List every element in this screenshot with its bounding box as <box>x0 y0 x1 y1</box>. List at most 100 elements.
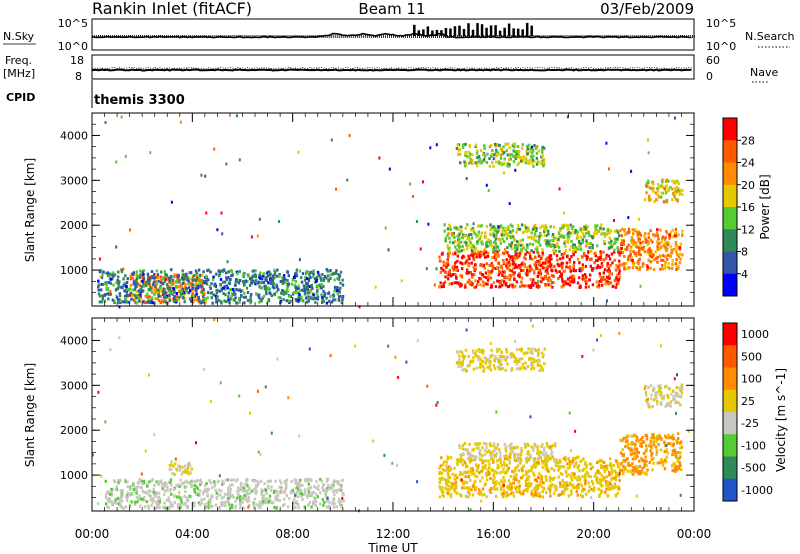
echo-cell <box>523 229 527 233</box>
echo-cell <box>180 496 183 500</box>
echo-cell <box>286 289 289 293</box>
echo-cell <box>607 241 611 245</box>
echo-cell <box>520 269 523 272</box>
nsearch-bar <box>368 35 370 38</box>
nsearch-bar <box>248 35 250 38</box>
echo-cell <box>252 503 255 507</box>
echo-cell <box>461 447 465 451</box>
echo-cell <box>540 159 543 163</box>
echo-cell <box>523 442 527 446</box>
echo-cell <box>649 198 652 202</box>
nsearch-bar <box>521 35 523 38</box>
echo-cell <box>524 156 527 160</box>
echo-cell <box>336 289 339 293</box>
echo-cell <box>509 157 512 161</box>
echo-cell <box>329 277 332 280</box>
echo-cell <box>150 498 153 502</box>
echo-cell <box>169 290 173 294</box>
echo-cell <box>153 292 156 296</box>
echo-cell <box>616 462 620 466</box>
echo-cell <box>188 461 191 465</box>
echo-cell <box>191 295 194 299</box>
echo-cell <box>479 490 482 494</box>
echo-cell <box>283 503 286 507</box>
echo-cell <box>615 276 618 280</box>
echo-cell <box>191 484 195 488</box>
echo-cell <box>106 292 109 296</box>
echo-cell <box>543 261 546 265</box>
echo-cell <box>173 473 176 476</box>
echo-cell <box>522 269 525 272</box>
echo-cell <box>470 233 473 237</box>
echo-cell <box>515 230 518 234</box>
echo-cell <box>616 246 619 250</box>
echo-cell <box>503 280 506 284</box>
echo-cell <box>510 442 513 446</box>
echo-cell <box>538 494 542 498</box>
echo-cell <box>485 225 489 229</box>
colorbar-tick-label: 4 <box>741 268 748 281</box>
y-tick-label: 3000 <box>60 174 88 187</box>
echo-cell <box>510 486 513 490</box>
echo-cell <box>285 486 288 490</box>
echo-cell <box>549 279 553 282</box>
echo-cell <box>115 281 118 285</box>
echo-cell <box>659 228 662 232</box>
echo-cell <box>504 283 508 287</box>
echo-cell <box>521 469 524 473</box>
echo-cell <box>442 494 445 498</box>
echo-cell <box>560 273 563 276</box>
echo-cell <box>115 296 119 300</box>
echo-cell <box>194 281 198 285</box>
echo-cell <box>303 505 306 509</box>
echo-cell <box>567 231 571 235</box>
echo-cell <box>585 239 588 243</box>
echo-cell <box>510 153 513 157</box>
echo-cell <box>494 247 497 251</box>
echo-cell <box>449 227 452 231</box>
nsearch-bar <box>330 35 332 38</box>
echo-cell <box>140 284 143 288</box>
echo-cell <box>450 231 454 235</box>
nsearch-bar <box>346 35 348 38</box>
echo-cell <box>466 237 469 241</box>
echo-cell <box>154 290 157 294</box>
echo-cell <box>331 500 334 504</box>
echo-cell <box>438 485 441 489</box>
echo-cell <box>195 273 198 277</box>
echo-cell <box>632 240 635 244</box>
echo-cell <box>579 284 582 288</box>
echo-cell <box>472 228 475 232</box>
echo-cell <box>673 195 676 199</box>
echo-cell <box>473 486 476 490</box>
echo-cell <box>329 484 333 488</box>
echo-cell <box>477 253 480 257</box>
echo-cell <box>244 496 248 500</box>
echo-cell <box>341 283 345 287</box>
echo-cell <box>588 246 591 250</box>
nsearch-bar <box>525 35 527 38</box>
echo-cell <box>571 483 575 487</box>
echo-cell <box>678 191 681 194</box>
nsearch-bar <box>621 35 623 38</box>
echo-cell <box>579 246 582 250</box>
echo-cell <box>332 505 336 509</box>
echo-cell <box>227 488 230 492</box>
date-title: 03/Feb/2009 <box>600 0 694 18</box>
echo-cell <box>479 479 482 483</box>
echo-cell <box>521 143 524 147</box>
echo-cell <box>193 501 196 505</box>
echo-cell <box>576 466 580 470</box>
nsearch-bar <box>332 35 334 38</box>
echo-cell <box>560 261 563 265</box>
noise-cell <box>278 220 281 223</box>
echo-cell <box>611 470 614 474</box>
echo-cell <box>495 154 498 158</box>
echo-cell <box>134 301 137 305</box>
echo-cell <box>543 275 547 278</box>
echo-cell <box>607 267 611 271</box>
echo-cell <box>544 452 548 456</box>
echo-cell <box>300 494 303 498</box>
echo-cell <box>168 467 172 471</box>
echo-cell <box>677 182 680 186</box>
